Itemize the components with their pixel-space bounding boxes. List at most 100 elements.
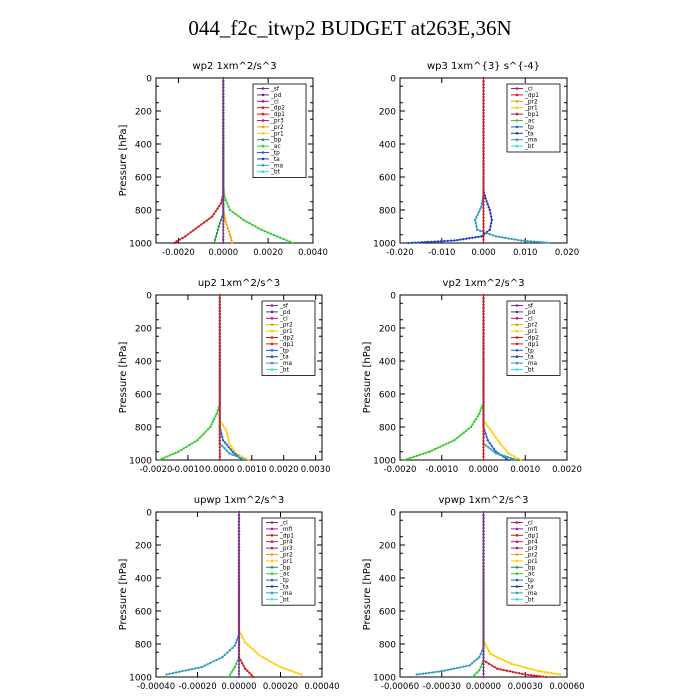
legend-label: _ma (524, 361, 538, 367)
series-point-pr1 (505, 449, 508, 453)
series-point-bp (219, 218, 223, 222)
series-point-sf (482, 640, 485, 644)
legend-marker (261, 164, 265, 167)
legend-label: _ta (524, 585, 534, 591)
series-point-ma (494, 452, 498, 455)
series-point-dp1 (482, 203, 485, 207)
series-point-dp2 (210, 215, 214, 218)
series-point-pr1 (267, 659, 270, 662)
series-point-dp2 (482, 360, 485, 363)
series-point-dp1 (482, 178, 485, 181)
series-point-dp1 (482, 156, 485, 159)
legend-marker (261, 106, 265, 109)
y-axis-label: Pressure [hPa] (118, 342, 129, 414)
series-point-dp1 (482, 146, 485, 149)
series-point-ta (449, 239, 453, 242)
legend-marker (270, 349, 274, 352)
legend-marker (270, 598, 274, 601)
legend-label: _dp1 (279, 533, 294, 539)
series-point-dp1 (482, 241, 485, 245)
series-point-pr1 (226, 435, 229, 439)
series-point-sf (237, 628, 241, 631)
series-point-ac (430, 449, 434, 452)
legend-label: _dp2 (524, 336, 539, 342)
series-point-pr1 (558, 673, 562, 676)
series-point-ma (218, 657, 221, 660)
x-tick-label: -0.00040 (137, 682, 175, 692)
series-point-ac (198, 436, 201, 440)
series-point-sf (482, 621, 485, 625)
series-point-dp1 (493, 665, 496, 669)
series-point-ma (431, 671, 434, 674)
legend-marker (515, 572, 519, 575)
series-point-dp2 (482, 338, 485, 341)
series-point-ma (168, 672, 171, 676)
series-point-pr1 (282, 667, 285, 670)
series-point-sf (237, 659, 241, 663)
series-point-ac (171, 452, 175, 456)
series-point-dp2 (218, 452, 221, 455)
series-point-dp1 (482, 229, 485, 232)
series-point-dp2 (482, 385, 485, 389)
legend-marker (261, 119, 265, 122)
series-point-sf (482, 558, 485, 561)
series-point-sf (237, 539, 241, 542)
legend-label: _pd (270, 93, 282, 99)
legend-marker (515, 342, 519, 346)
series-point-sf (222, 172, 225, 175)
series-point-sf (482, 514, 485, 517)
series-point-ta (436, 240, 440, 243)
series-point-ma (477, 210, 481, 214)
series-point-dp1 (482, 127, 485, 130)
chart-panel-2: wp3 1xm^{3} s^{-4} 0 200 400 600 800 1000-0.02… (373, 61, 579, 258)
series-point-ma (498, 235, 501, 239)
series-point-ac (227, 205, 230, 208)
series-point-dp2 (218, 427, 221, 430)
series-point-dp1 (252, 675, 255, 679)
series-point-dp1 (482, 181, 485, 184)
x-tick-label: -0.0020 (384, 465, 417, 475)
series-point-ac (469, 425, 473, 429)
legend-marker (515, 125, 519, 129)
series-point-pr2 (225, 223, 228, 227)
series-point-ac (291, 241, 294, 245)
legend-box (506, 517, 561, 606)
series-point-dp1 (539, 675, 542, 678)
legend-label: _bt (279, 597, 290, 603)
legend-marker (515, 132, 519, 135)
series-point-dp2 (482, 319, 485, 322)
legend-label: _pr3 (524, 546, 538, 552)
series-point-dp2 (482, 427, 485, 430)
series-point-sf (482, 644, 485, 647)
series-point-ta (459, 238, 462, 241)
series-point-dp2 (218, 417, 221, 420)
series-point-ac (285, 239, 288, 242)
series-point-dp1 (482, 76, 485, 80)
series-point-sf (222, 181, 225, 184)
series-point-sf (482, 634, 485, 637)
series-point-ma (437, 670, 440, 673)
series-point-ac (188, 443, 191, 447)
series-point-ma (452, 667, 456, 670)
legend-label: _mfl (524, 527, 538, 533)
series-point-sf (222, 210, 225, 213)
series-point-ta (426, 240, 430, 244)
series-point-sf (237, 548, 241, 552)
series-point-ma (470, 662, 474, 665)
legend-marker (270, 368, 274, 371)
y-axis-label: Pressure [hPa] (362, 342, 373, 414)
series-point-sf (222, 108, 225, 111)
series-point-sf (237, 567, 241, 571)
series-point-ma (478, 656, 481, 659)
legend-label: _bp1 (524, 112, 539, 118)
series-point-dp2 (218, 357, 221, 360)
series-point-ma (197, 666, 200, 669)
y-axis-label: Pressure [hPa] (118, 559, 129, 631)
series-point-sf (482, 666, 485, 669)
y-tick-label: 1000 (373, 457, 396, 467)
series-point-sf (482, 580, 485, 583)
series-point-pr1 (486, 647, 489, 650)
series-point-ac (418, 453, 421, 456)
series-point-sf (237, 656, 241, 660)
series-point-pr1 (510, 453, 513, 457)
